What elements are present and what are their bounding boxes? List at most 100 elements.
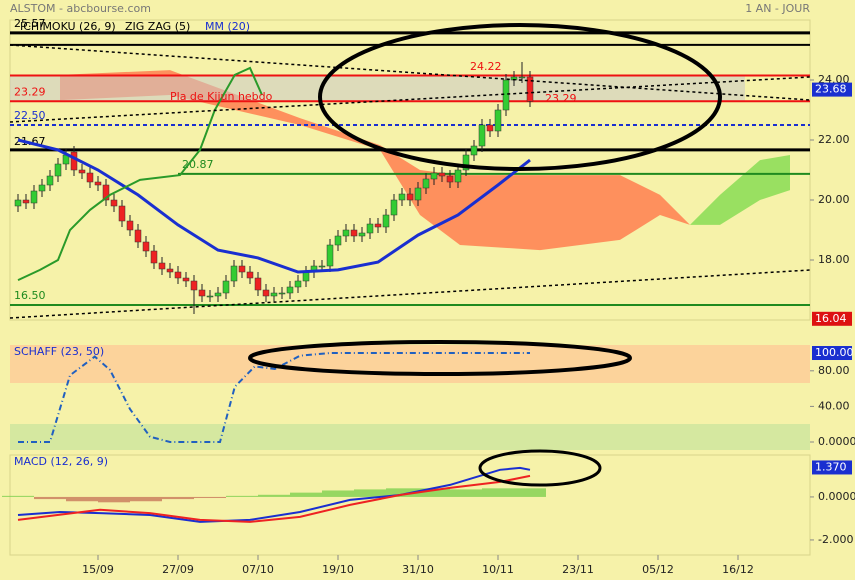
candle-body <box>462 154 470 171</box>
candle-body <box>246 271 254 279</box>
histogram-bar <box>2 495 34 497</box>
candle-body <box>350 229 358 237</box>
candle-body <box>478 124 486 147</box>
candle-body <box>230 265 238 282</box>
zone <box>10 75 745 102</box>
candle-body <box>486 124 494 132</box>
candle-body <box>270 292 278 297</box>
schaff-oversold-band <box>10 424 810 450</box>
x-tick-label: 05/12 <box>642 563 674 576</box>
candle-body <box>22 199 30 204</box>
candle-body <box>110 199 118 207</box>
candle-body <box>414 187 422 201</box>
candle-body <box>102 184 110 201</box>
candle-body <box>286 286 294 294</box>
candle-body <box>382 214 390 228</box>
candle-body <box>494 109 502 132</box>
trend-line <box>9 44 811 101</box>
ichimoku-cloud <box>690 155 790 225</box>
candle-body <box>206 295 214 298</box>
candle-body <box>182 277 190 282</box>
y-tick-label: 22.00 <box>818 133 850 146</box>
candle-body <box>94 181 102 186</box>
histogram-bar <box>130 496 162 502</box>
ichimoku-cloud <box>60 70 690 251</box>
trend-line <box>9 76 811 123</box>
level-label: 22.50 <box>14 109 46 122</box>
histogram-bar <box>194 496 226 499</box>
indicator-line <box>18 352 530 443</box>
histogram-bar <box>322 490 354 497</box>
histogram-bar <box>418 488 450 497</box>
trend-line <box>9 269 811 319</box>
candle-body <box>142 241 150 252</box>
x-tick-label: 07/10 <box>242 563 274 576</box>
candle-body <box>318 265 326 268</box>
x-tick-label: 16/12 <box>722 563 754 576</box>
x-tick-label: 15/09 <box>82 563 114 576</box>
candle-body <box>302 271 310 282</box>
candle-body <box>374 223 382 228</box>
page-title: ALSTOM - abcbourse.com <box>10 2 151 15</box>
y-tick-label: -2.000 <box>818 533 853 546</box>
candle-body <box>502 79 510 111</box>
candle-body <box>422 178 430 189</box>
x-tick-label: 31/10 <box>402 563 434 576</box>
histogram-bar <box>66 496 98 502</box>
candle-body <box>222 280 230 294</box>
candle-body <box>198 289 206 297</box>
candle-body <box>150 250 158 264</box>
candle-body <box>438 172 446 177</box>
candle-body <box>366 223 374 234</box>
schaff-overbought-band <box>10 345 810 383</box>
price-panel <box>9 19 811 321</box>
candle-body <box>134 229 142 243</box>
period: 1 AN - JOUR <box>745 2 810 15</box>
x-tick-label: 23/11 <box>562 563 594 576</box>
candle-body <box>30 190 38 204</box>
value-badge-label: 100.00 <box>815 346 854 359</box>
candle-body <box>358 232 366 237</box>
macd-panel <box>9 454 811 556</box>
candle-body <box>262 289 270 297</box>
y-tick-label: 20.00 <box>818 193 850 206</box>
candle-body <box>86 172 94 183</box>
annotation: Pla de Kijun hebdo <box>170 90 273 103</box>
candle-body <box>214 292 222 297</box>
annotation: 24.22 <box>470 60 502 73</box>
hand-drawn-circle <box>478 449 602 487</box>
candle-body <box>174 271 182 279</box>
annotation: 23.29 <box>545 92 577 105</box>
candle-body <box>254 277 262 291</box>
value-badge <box>812 460 852 475</box>
candle-body <box>342 229 350 237</box>
panel-title: SCHAFF (23, 50) <box>14 345 104 358</box>
candle-body <box>518 76 526 79</box>
candle-body <box>54 163 62 177</box>
indicator-line <box>17 138 531 274</box>
histogram-bar <box>258 494 290 497</box>
value-badge-label: 23.68 <box>815 83 847 96</box>
histogram-bar <box>34 496 66 500</box>
legend-entry: ZIG ZAG (5) <box>125 20 190 33</box>
candle-body <box>470 145 478 156</box>
candle-body <box>526 76 534 102</box>
candle-body <box>70 151 78 171</box>
legend-entry: MM (20) <box>205 20 250 33</box>
candle-body <box>446 175 454 183</box>
hand-drawn-circle <box>248 340 632 376</box>
panel-title: MACD (12, 26, 9) <box>14 455 108 468</box>
y-tick-label: 40.00 <box>818 399 850 412</box>
value-badge-label: 16.04 <box>815 312 847 325</box>
candle-body <box>294 280 302 288</box>
histogram-bar <box>386 488 418 497</box>
candle-body <box>430 172 438 180</box>
histogram-bar <box>450 489 482 497</box>
indicator-line <box>17 466 531 523</box>
x-tick-label: 10/11 <box>482 563 514 576</box>
candle-body <box>78 169 86 174</box>
histogram-bar <box>98 496 130 503</box>
candle-body <box>406 193 414 201</box>
candle-body <box>390 199 398 216</box>
value-badge-label: 1.370 <box>815 460 847 473</box>
